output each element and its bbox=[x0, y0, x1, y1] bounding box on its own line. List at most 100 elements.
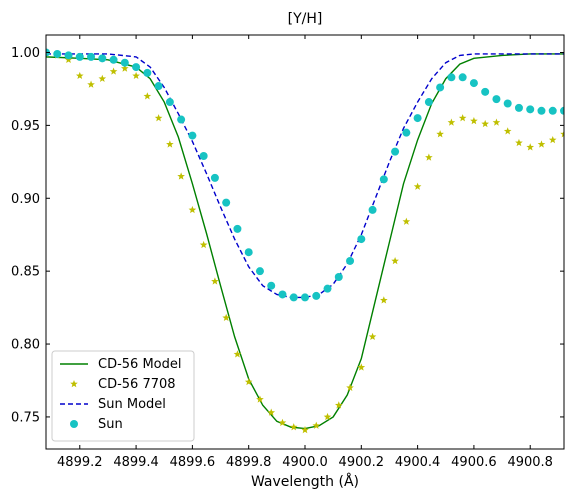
data-point bbox=[323, 284, 332, 293]
data-point bbox=[402, 128, 411, 137]
data-point bbox=[413, 182, 422, 190]
legend-label: Sun bbox=[98, 417, 123, 432]
data-point bbox=[436, 130, 444, 138]
legend-swatch bbox=[70, 380, 78, 388]
data-point bbox=[447, 118, 456, 126]
data-point bbox=[346, 256, 355, 265]
x-tick-label: 4900.8 bbox=[507, 455, 553, 470]
data-point bbox=[492, 118, 501, 126]
data-point bbox=[177, 172, 185, 180]
data-point bbox=[548, 106, 557, 115]
series-line bbox=[46, 53, 564, 299]
data-point bbox=[210, 173, 219, 182]
data-point bbox=[560, 130, 564, 138]
data-point bbox=[278, 418, 287, 426]
data-point bbox=[458, 114, 467, 122]
data-point bbox=[402, 217, 411, 225]
data-point bbox=[301, 293, 309, 302]
data-point bbox=[436, 83, 445, 92]
data-point bbox=[177, 115, 186, 124]
data-point bbox=[154, 114, 163, 122]
data-point bbox=[98, 54, 107, 63]
data-point bbox=[278, 290, 287, 299]
x-tick-label: 4899.8 bbox=[226, 455, 272, 470]
data-point bbox=[537, 106, 546, 115]
data-point bbox=[334, 272, 343, 281]
data-point bbox=[391, 147, 400, 156]
data-point bbox=[323, 412, 332, 421]
data-point bbox=[424, 98, 433, 107]
data-point bbox=[222, 198, 231, 207]
data-point bbox=[143, 68, 152, 77]
data-point bbox=[154, 82, 163, 91]
legend-swatch bbox=[70, 420, 78, 428]
data-point bbox=[481, 87, 490, 96]
data-point bbox=[255, 267, 264, 276]
data-point bbox=[222, 313, 230, 322]
legend-label: CD-56 Model bbox=[98, 357, 181, 372]
legend-item: CD-56 7708 bbox=[70, 377, 176, 392]
x-tick-label: 4900.0 bbox=[282, 455, 328, 470]
data-point bbox=[233, 224, 242, 233]
data-point bbox=[244, 377, 253, 386]
data-point bbox=[301, 426, 309, 434]
data-point bbox=[244, 248, 253, 257]
data-point bbox=[526, 143, 535, 151]
data-point bbox=[560, 106, 564, 115]
y-tick-label: 0.75 bbox=[11, 410, 40, 425]
data-point bbox=[75, 52, 84, 61]
x-tick-label: 4899.6 bbox=[170, 455, 216, 470]
data-point bbox=[346, 383, 354, 392]
y-tick-label: 0.85 bbox=[11, 265, 40, 280]
x-tick-label: 4899.4 bbox=[113, 455, 159, 470]
y-tick-label: 0.95 bbox=[11, 119, 40, 134]
data-point bbox=[132, 71, 140, 80]
data-point bbox=[391, 256, 399, 265]
data-point bbox=[357, 235, 366, 244]
x-axis-label: Wavelength (Å) bbox=[251, 473, 359, 490]
x-tick-label: 4900.4 bbox=[395, 455, 441, 470]
data-point bbox=[537, 140, 546, 148]
data-point bbox=[413, 114, 422, 123]
data-point bbox=[470, 117, 478, 125]
data-point bbox=[120, 58, 129, 67]
data-point bbox=[289, 293, 298, 302]
data-point bbox=[132, 63, 141, 72]
data-point bbox=[492, 95, 501, 104]
data-point bbox=[380, 296, 388, 304]
data-point bbox=[548, 135, 557, 144]
series-sun-model bbox=[46, 53, 564, 299]
chart-title: [Y/H] bbox=[288, 11, 323, 27]
data-point bbox=[458, 73, 467, 82]
data-point bbox=[357, 363, 366, 371]
data-point bbox=[64, 51, 73, 60]
data-point bbox=[503, 99, 512, 108]
data-point bbox=[334, 401, 343, 409]
legend-item: Sun bbox=[70, 417, 123, 432]
data-point bbox=[188, 131, 197, 140]
legend-label: Sun Model bbox=[98, 397, 166, 412]
data-point bbox=[256, 395, 264, 403]
data-point bbox=[87, 80, 95, 88]
data-point bbox=[199, 240, 208, 249]
x-tick-label: 4900.6 bbox=[451, 455, 497, 470]
data-point bbox=[481, 119, 489, 128]
data-point bbox=[87, 52, 96, 61]
data-point bbox=[312, 421, 321, 429]
data-point bbox=[267, 281, 276, 290]
data-point bbox=[75, 71, 84, 80]
data-point bbox=[425, 153, 433, 161]
data-point bbox=[447, 73, 456, 82]
y-tick-label: 0.90 bbox=[11, 192, 40, 207]
data-point bbox=[121, 64, 129, 72]
data-point bbox=[289, 423, 298, 431]
data-point bbox=[109, 55, 118, 64]
legend-item: CD-56 Model bbox=[60, 357, 181, 372]
data-point bbox=[98, 74, 107, 82]
data-point bbox=[503, 127, 512, 135]
data-point bbox=[368, 205, 377, 214]
data-point bbox=[312, 291, 321, 300]
y-tick-label: 1.00 bbox=[11, 46, 40, 61]
x-tick-label: 4900.2 bbox=[339, 455, 385, 470]
